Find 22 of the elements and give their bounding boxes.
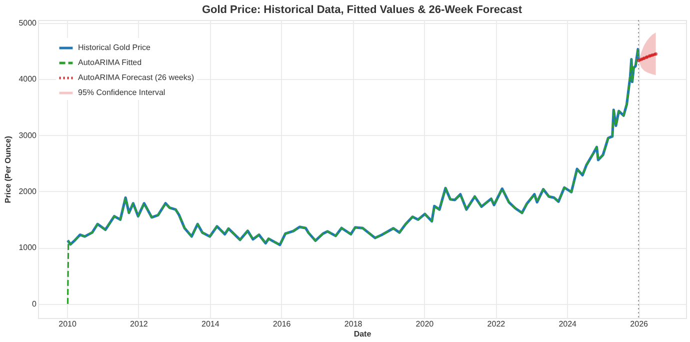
y-tick-label: 1000 [18,243,38,252]
y-tick-label: 5000 [18,18,38,28]
y-tick-label: 4000 [18,74,38,84]
x-tick-label: 2018 [344,320,363,328]
y-tick-label: 2000 [18,186,38,196]
y-tick-label: 3000 [18,130,38,140]
x-tick-label: 2026 [630,320,649,328]
x-tick-label: 2022 [487,320,506,328]
x-tick-label: 2012 [130,320,148,328]
x-tick-label: 2010 [58,320,77,328]
x-tick-label: 2014 [202,320,220,328]
legend-label: Historical Gold Price [78,43,152,52]
legend-label: AutoARIMA Forecast (26 weeks) [78,73,194,82]
y-axis-title: Price (Per Ounce) [4,136,13,204]
legend-label: 95% Confidence Interval [78,88,166,97]
x-tick-label: 2020 [416,320,434,328]
legend-label: AutoARIMA Fitted [78,58,142,67]
x-tick-label: 2016 [272,320,292,328]
x-tick-label: 2024 [558,320,578,328]
y-tick-label: 0 [32,299,38,308]
chart-title: Gold Price: Historical Data, Fitted Values & 26-Week Forecast [202,4,522,16]
x-axis-title: Date [354,330,372,338]
